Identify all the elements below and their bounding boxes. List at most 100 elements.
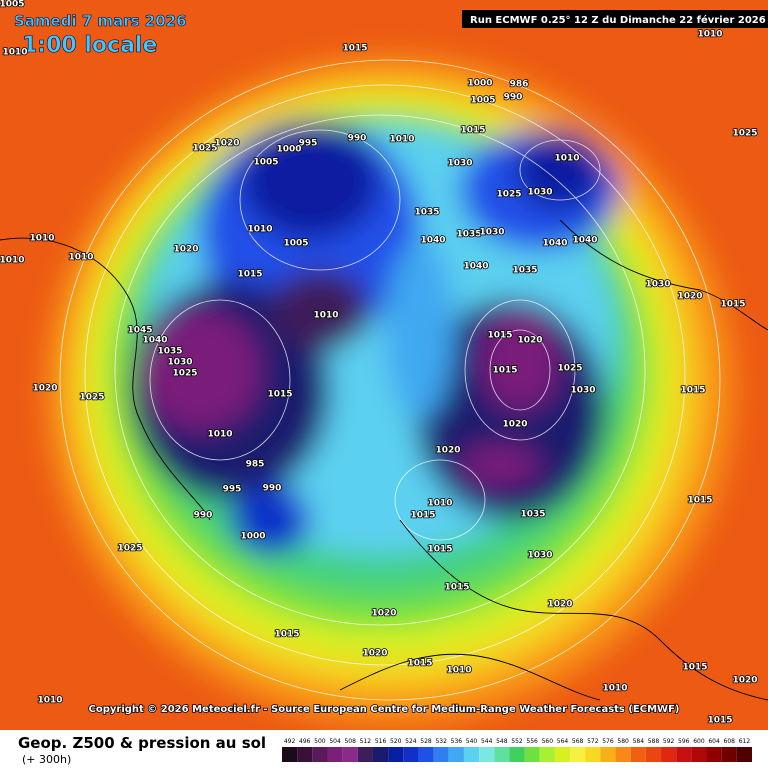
colorbar-label: 496 — [299, 738, 311, 745]
isobar-label: 1030 — [570, 386, 595, 396]
isobar-label: 1015 — [444, 583, 469, 593]
isobar-label: 1025 — [192, 144, 217, 154]
isobar-label: 1015 — [407, 659, 432, 669]
copyright: Copyright © 2026 Meteociel.fr - Source E… — [89, 704, 680, 715]
isobar-label: 1040 — [572, 236, 597, 246]
isobar-label: 1000 — [467, 79, 492, 89]
colorbar-label: 536 — [451, 738, 463, 745]
colorbar-label: 552 — [511, 738, 523, 745]
isobar-label: 1000 — [276, 145, 301, 155]
colorbar-swatch — [388, 747, 404, 762]
isobar-label: 1010 — [446, 666, 471, 676]
forecast-date: Samedi 7 mars 2026 — [14, 12, 187, 30]
isobar-label: 1015 — [487, 331, 512, 341]
isobar-label: 1040 — [142, 336, 167, 346]
colorbar-swatch — [630, 747, 646, 762]
colorbar-label: 524 — [405, 738, 417, 745]
colorbar-label: 600 — [693, 738, 705, 745]
colorbar-label: 512 — [360, 738, 372, 745]
run-box — [462, 10, 768, 28]
colorbar-label: 576 — [602, 738, 614, 745]
colorbar-swatch — [585, 747, 601, 762]
isobar-label: 1025 — [732, 129, 757, 139]
isobar-label: 1010 — [0, 256, 25, 266]
isobar-label: 1040 — [542, 239, 567, 249]
isobar-label: 1040 — [420, 236, 445, 246]
isobar-label: 1025 — [172, 369, 197, 379]
isobar-label: 1015 — [427, 545, 452, 555]
colorbar-label: 612 — [739, 738, 751, 745]
isobar-label: 1020 — [32, 384, 57, 394]
colorbar-label: 572 — [587, 738, 599, 745]
colorbar-label: 492 — [284, 738, 296, 745]
z500-field — [0, 0, 768, 730]
isobar-label: 1015 — [680, 386, 705, 396]
colorbar-swatch — [494, 747, 510, 762]
colorbar-swatch — [676, 747, 692, 762]
run-info: Run ECMWF 0.25° 12 Z du Dimanche 22 févr… — [470, 14, 766, 26]
isobar-label: 1035 — [520, 510, 545, 520]
isobar-label: 1020 — [173, 245, 198, 255]
colorbar-swatch — [479, 747, 495, 762]
colorbar-swatch — [691, 747, 707, 762]
isobar-label: 1020 — [435, 446, 460, 456]
colorbar-label: 516 — [375, 738, 387, 745]
colorbar: 492 496 500 504 508 512 516 520 524 528 532 536 540 5… — [282, 738, 752, 762]
colorbar-swatch — [357, 747, 373, 762]
colorbar-label: 568 — [572, 738, 584, 745]
isobar-label: 1035 — [414, 208, 439, 218]
colorbar-swatch — [509, 747, 525, 762]
isobar-label: 1015 — [707, 716, 732, 726]
colorbar-label: 508 — [344, 738, 356, 745]
isobar-label: 1025 — [496, 190, 521, 200]
colorbar-label: 584 — [633, 738, 645, 745]
isobar-label: 1035 — [157, 347, 182, 357]
colorbar-label: 556 — [526, 738, 538, 745]
footer-lead: (+ 300h) — [22, 753, 71, 766]
colorbar-label: 580 — [617, 738, 629, 745]
isobar-label: 1010 — [2, 48, 27, 58]
colorbar-swatch — [342, 747, 358, 762]
isobar-label: 1025 — [117, 544, 142, 554]
isobar-label: 1010 — [37, 696, 62, 706]
colorbar-swatch — [661, 747, 677, 762]
colorbar-swatch — [418, 747, 434, 762]
isobar-label: 1010 — [68, 253, 93, 263]
isobar-label: 1040 — [463, 262, 488, 272]
colorbar-swatch — [312, 747, 328, 762]
isobar-label: 1020 — [517, 336, 542, 346]
isobar-label: 995 — [299, 139, 318, 149]
isobar-label: 1030 — [447, 159, 472, 169]
colorbar-swatch — [645, 747, 662, 762]
colorbar-label: 540 — [466, 738, 478, 745]
colorbar-label: 504 — [329, 738, 341, 745]
isobar-label: 1045 — [127, 326, 152, 336]
colorbar-label: 564 — [557, 738, 569, 745]
isobar-label: 1015 — [682, 663, 707, 673]
colorbar-swatch — [282, 747, 298, 762]
isobar-label: 1030 — [527, 551, 552, 561]
colorbar-swatch — [706, 747, 722, 762]
isobar-label: 1015 — [410, 511, 435, 521]
isobar-label: 986 — [510, 80, 529, 90]
colorbar-swatch — [463, 747, 480, 762]
colorbar-swatch — [600, 747, 616, 762]
isobar-label: 1015 — [342, 44, 367, 54]
colorbar-label: 548 — [496, 738, 508, 745]
isobar-label: 1015 — [492, 366, 517, 376]
colorbar-swatch — [327, 747, 343, 762]
isobar-label: 1010 — [427, 499, 452, 509]
isobar-label: 1010 — [602, 684, 627, 694]
isobar-label: 1035 — [512, 266, 537, 276]
colorbar-swatch — [539, 747, 555, 762]
colorbar-swatch — [524, 747, 540, 762]
isobar-label: 1020 — [371, 609, 396, 619]
isobar-label: 985 — [246, 460, 265, 470]
colorbar-label: 544 — [481, 738, 493, 745]
colorbar-swatch — [554, 747, 571, 762]
forecast-time: 1:00 locale — [22, 33, 157, 58]
isobar-label: 1020 — [214, 139, 239, 149]
isobar-label: 990 — [194, 511, 213, 521]
colorbar-swatch — [372, 747, 389, 762]
colorbar-label: 528 — [420, 738, 432, 745]
